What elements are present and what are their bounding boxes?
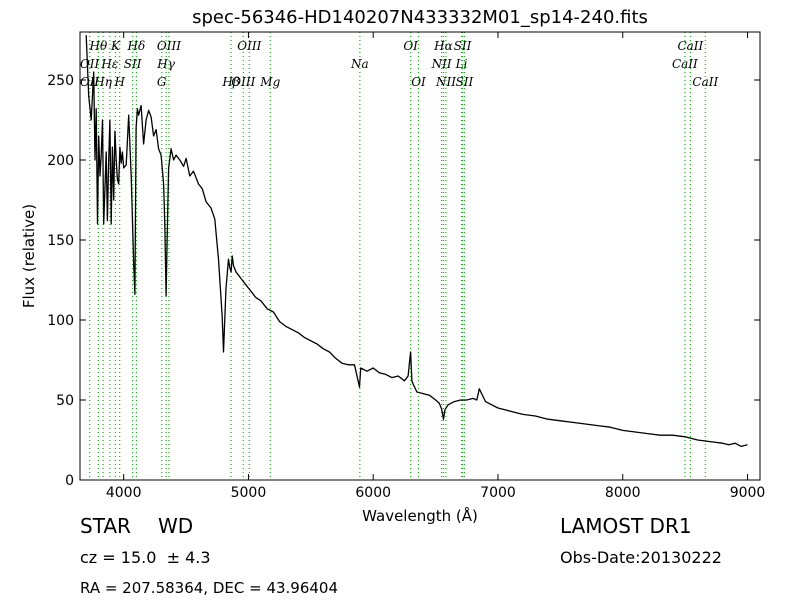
line-label-7: SII bbox=[454, 39, 472, 53]
line-label-8: CaII bbox=[677, 39, 703, 53]
line-label-11: SII bbox=[124, 57, 142, 71]
line-label-21: Hβ bbox=[221, 75, 239, 89]
line-label-23: Mg bbox=[259, 75, 280, 89]
line-label-0: Hθ bbox=[88, 39, 107, 53]
object-subclass: WD bbox=[158, 514, 194, 538]
line-label-25: NII bbox=[435, 75, 456, 89]
y-tick-label-3: 150 bbox=[47, 233, 74, 249]
emission-line-markers bbox=[89, 32, 706, 480]
spectrum-line-0 bbox=[85, 35, 748, 448]
line-label-5: OI bbox=[403, 39, 418, 53]
survey-name: LAMOST DR1 bbox=[560, 514, 692, 538]
line-label-20: G bbox=[157, 75, 167, 89]
x-axis-label: Wavelength (Å) bbox=[362, 506, 478, 525]
x-tick-label-0: 4000 bbox=[106, 485, 142, 501]
sky-coordinates: RA = 207.58364, DEC = 43.96404 bbox=[80, 579, 339, 597]
line-label-18: Hη bbox=[93, 75, 112, 89]
x-tick-label-4: 8000 bbox=[605, 485, 641, 501]
line-label-19: H bbox=[113, 75, 125, 89]
line-label-3: OIII bbox=[157, 39, 181, 53]
line-label-22: OIII bbox=[231, 75, 255, 89]
line-label-15: Li bbox=[455, 57, 468, 71]
x-tick-label-3: 7000 bbox=[480, 485, 516, 501]
line-label-2: Hδ bbox=[127, 39, 146, 53]
redshift-value: cz = 15.0 ± 4.3 bbox=[80, 548, 211, 567]
x-tick-label-1: 5000 bbox=[231, 485, 267, 501]
plot-frame bbox=[79, 31, 761, 481]
line-label-26: SII bbox=[456, 75, 474, 89]
y-tick-label-1: 50 bbox=[56, 393, 74, 409]
line-label-14: NII bbox=[431, 57, 452, 71]
object-class: STAR bbox=[80, 514, 131, 538]
y-tick-label-0: 0 bbox=[65, 473, 74, 489]
line-label-24: OI bbox=[411, 75, 426, 89]
x-tick-label-5: 9000 bbox=[730, 485, 766, 501]
y-axis-label: Flux (relative) bbox=[20, 204, 38, 308]
line-label-13: Na bbox=[350, 57, 369, 71]
axis-ticks: 4000 5000 6000 7000 8000 9000 0 50 100 150 200 250 bbox=[47, 32, 765, 501]
line-label-27: CaII bbox=[692, 75, 718, 89]
y-tick-label-5: 250 bbox=[47, 73, 74, 89]
line-label-12: Hγ bbox=[156, 57, 175, 71]
line-label-10: Hε bbox=[100, 57, 118, 71]
line-label-9: OII bbox=[80, 57, 100, 71]
spectrum-series bbox=[85, 35, 748, 448]
x-tick-label-2: 6000 bbox=[355, 485, 391, 501]
line-label-16: CaII bbox=[672, 57, 698, 71]
line-label-1: K bbox=[110, 39, 121, 53]
line-label-4: OIII bbox=[237, 39, 261, 53]
line-label-6: Hα bbox=[433, 39, 453, 53]
observation-date: Obs-Date:20130222 bbox=[560, 548, 722, 567]
chart-title: spec-56346-HD140207N433332M01_sp14-240.f… bbox=[192, 7, 648, 28]
y-tick-label-2: 100 bbox=[47, 313, 74, 329]
line-label-17: OII bbox=[80, 75, 100, 89]
y-tick-label-4: 200 bbox=[47, 153, 74, 169]
